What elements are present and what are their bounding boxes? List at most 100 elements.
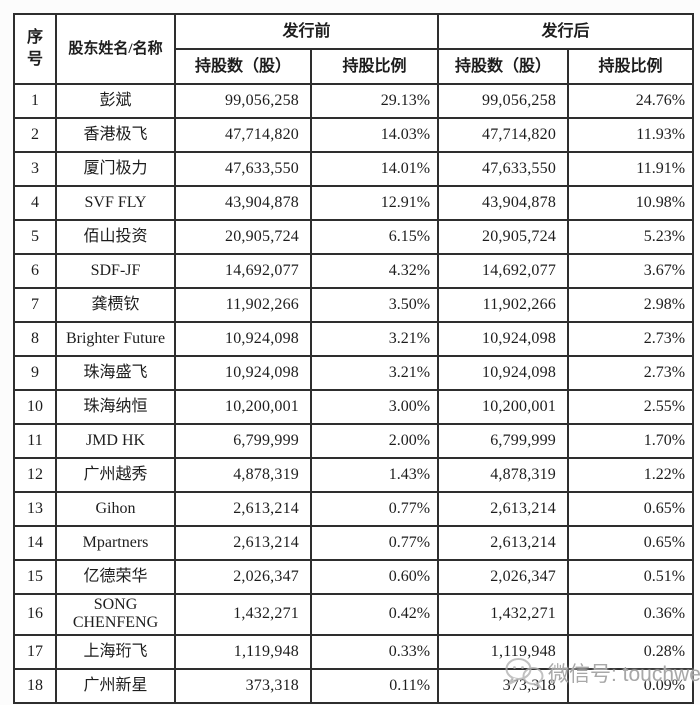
table-row: 1 彭斌 99,056,258 29.13% 99,056,258 24.76% (13, 83, 695, 119)
table-row: 11 JMD HK 6,799,999 2.00% 6,799,999 1.70% (13, 423, 695, 459)
cell-ratio-post: 11.91% (567, 151, 695, 187)
cell-shares-pre: 1,119,948 (174, 633, 312, 670)
table-row: 14 Mpartners 2,613,214 0.77% 2,613,214 0.65% (13, 525, 695, 561)
cell-shares-pre: 47,714,820 (174, 117, 312, 153)
cell-ratio-pre: 14.01% (309, 151, 440, 187)
cell-shares-post: 47,714,820 (437, 117, 570, 153)
cell-ratio-pre: 0.60% (309, 559, 440, 595)
cell-ratio-pre: 3.21% (309, 321, 440, 357)
cell-shares-pre: 6,799,999 (174, 423, 312, 459)
cell-serial: 4 (13, 185, 57, 221)
cell-ratio-post: 2.73% (567, 321, 695, 357)
cell-shares-post: 4,878,319 (437, 457, 570, 493)
cell-shares-pre: 2,613,214 (174, 525, 312, 561)
cell-name: Brighter Future (55, 321, 176, 357)
cell-shares-pre: 11,902,266 (174, 287, 312, 323)
cell-serial: 6 (13, 253, 57, 289)
cell-serial: 12 (13, 457, 57, 493)
cell-shares-pre: 2,026,347 (174, 559, 312, 595)
cell-serial: 16 (13, 593, 57, 636)
table-row: 13 Gihon 2,613,214 0.77% 2,613,214 0.65% (13, 491, 695, 527)
cell-name: 香港极飞 (55, 117, 176, 153)
cell-shares-post: 6,799,999 (437, 423, 570, 459)
cell-name: Mpartners (55, 525, 176, 561)
cell-serial: 8 (13, 321, 57, 357)
table-row: 15 亿德荣华 2,026,347 0.60% 2,026,347 0.51% (13, 559, 695, 595)
cell-name: SDF-JF (55, 253, 176, 289)
cell-ratio-post: 11.93% (567, 117, 695, 153)
cell-serial: 13 (13, 491, 57, 527)
cell-shares-post: 1,119,948 (437, 633, 570, 670)
table-row: 5 佰山投资 20,905,724 6.15% 20,905,724 5.23% (13, 219, 695, 255)
cell-serial: 14 (13, 525, 57, 561)
cell-shares-post: 1,432,271 (437, 593, 570, 636)
header-col-shares-pre: 持股数（股） (174, 48, 312, 85)
header-col-ratio-post: 持股比例 (567, 48, 695, 85)
cell-ratio-post: 1.70% (567, 423, 695, 459)
cell-shares-post: 2,613,214 (437, 491, 570, 527)
cell-ratio-pre: 2.00% (309, 423, 440, 459)
cell-ratio-pre: 0.11% (309, 667, 440, 704)
table-row: 10 珠海纳恒 10,200,001 3.00% 10,200,001 2.55% (13, 389, 695, 425)
cell-serial: 11 (13, 423, 57, 459)
table-row: 2 香港极飞 47,714,820 14.03% 47,714,820 11.93% (13, 117, 695, 153)
cell-shares-post: 43,904,878 (437, 185, 570, 221)
cell-name: Gihon (55, 491, 176, 527)
cell-shares-pre: 4,878,319 (174, 457, 312, 493)
cell-ratio-pre: 29.13% (309, 83, 440, 119)
table-row: 18 广州新星 373,318 0.11% 373,318 0.09% (13, 667, 695, 704)
cell-ratio-post: 24.76% (567, 83, 695, 119)
cell-ratio-pre: 3.00% (309, 389, 440, 425)
cell-ratio-pre: 0.42% (309, 593, 440, 636)
cell-ratio-post: 3.67% (567, 253, 695, 289)
cell-serial: 15 (13, 559, 57, 595)
cell-ratio-post: 0.65% (567, 491, 695, 527)
header-row-columns: 持股数（股） 持股比例 持股数（股） 持股比例 (14, 48, 695, 85)
cell-ratio-post: 2.98% (567, 287, 695, 323)
cell-shares-post: 14,692,077 (437, 253, 570, 289)
cell-ratio-post: 1.22% (567, 457, 695, 493)
cell-ratio-post: 0.36% (567, 593, 695, 636)
table-body: 1 彭斌 99,056,258 29.13% 99,056,258 24.76% 2 香港极飞… (13, 83, 695, 704)
cell-shares-pre: 47,633,550 (174, 151, 312, 187)
cell-ratio-pre: 4.32% (309, 253, 440, 289)
cell-name: 亿德荣华 (55, 559, 176, 595)
cell-ratio-post: 2.55% (567, 389, 695, 425)
cell-shares-pre: 10,200,001 (174, 389, 312, 425)
header-group-pre-issue: 发行前 (173, 13, 440, 50)
table-row: 12 广州越秀 4,878,319 1.43% 4,878,319 1.22% (13, 457, 695, 493)
cell-name: JMD HK (55, 423, 176, 459)
table-row: 16 SONG CHENFENG 1,432,271 0.42% 1,432,271 0.… (13, 593, 695, 636)
cell-ratio-pre: 14.03% (309, 117, 440, 153)
table-row: 7 龚槚钦 11,902,266 3.50% 11,902,266 2.98% (13, 287, 695, 323)
cell-shares-post: 2,613,214 (437, 525, 570, 561)
cell-shares-post: 20,905,724 (437, 219, 570, 255)
cell-shares-pre: 10,924,098 (174, 355, 312, 391)
cell-ratio-pre: 0.33% (309, 633, 440, 670)
cell-name: 珠海盛飞 (55, 355, 176, 391)
cell-shares-post: 47,633,550 (437, 151, 570, 187)
cell-shares-post: 10,200,001 (437, 389, 570, 425)
cell-shares-post: 373,318 (437, 667, 570, 704)
cell-ratio-post: 5.23% (567, 219, 695, 255)
cell-name: 广州越秀 (55, 457, 176, 493)
header-col-ratio-pre: 持股比例 (309, 48, 440, 85)
table-row: 6 SDF-JF 14,692,077 4.32% 14,692,077 3.67% (13, 253, 695, 289)
cell-shares-post: 10,924,098 (437, 355, 570, 391)
cell-serial: 7 (13, 287, 57, 323)
cell-serial: 9 (13, 355, 57, 391)
cell-serial: 3 (13, 151, 57, 187)
header-col-serial: 序号 (13, 13, 57, 85)
header-col-name: 股东姓名/名称 (55, 13, 176, 85)
cell-serial: 10 (13, 389, 57, 425)
table-row: 3 厦门极力 47,633,550 14.01% 47,633,550 11.91% (13, 151, 695, 187)
cell-shares-pre: 2,613,214 (174, 491, 312, 527)
cell-ratio-post: 10.98% (567, 185, 695, 221)
cell-ratio-pre: 12.91% (309, 185, 440, 221)
cell-name: 珠海纳恒 (55, 389, 176, 425)
cell-shares-post: 2,026,347 (437, 559, 570, 595)
cell-shares-pre: 43,904,878 (174, 185, 312, 221)
cell-name: SVF FLY (55, 185, 176, 221)
cell-serial: 2 (13, 117, 57, 153)
cell-shares-pre: 1,432,271 (174, 593, 312, 636)
